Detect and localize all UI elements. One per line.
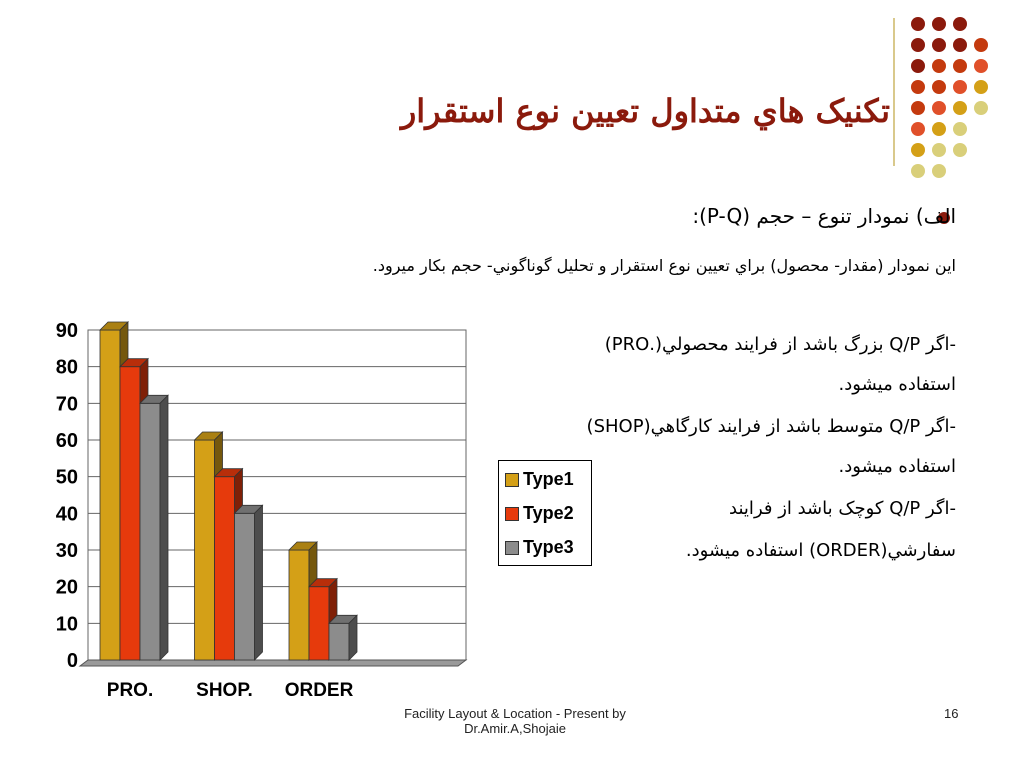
- pq-bar-chart: 0 10 20 30 40 50 60 70 80 90 PRO. SHOP. ORDER: [56, 320, 468, 700]
- bar-type3-side: [159, 394, 169, 661]
- decorative-dot: [974, 38, 988, 52]
- note-order-line2: سفارشي(ORDER) استفاده ميشود.: [685, 540, 956, 561]
- bullet-heading: الف) نمودار تنوع – حجم (P-Q):: [692, 204, 956, 228]
- y-tick-label: 10: [56, 613, 78, 635]
- bar-type1-front: [288, 549, 310, 661]
- chart-floor: [78, 659, 468, 667]
- decorative-dot: [911, 17, 925, 31]
- decorative-dot: [932, 164, 946, 178]
- decorative-dot: [953, 143, 967, 157]
- decorative-dot: [932, 17, 946, 31]
- decorative-dot: [911, 164, 925, 178]
- chart-x-ticks: PRO. SHOP. ORDER: [107, 680, 354, 700]
- note-shop-line1: -اگر Q/P متوسط باشد از فرايند كارگاهي(SH…: [586, 416, 956, 437]
- bar-type2-front: [119, 366, 141, 661]
- decorative-dot: [932, 80, 946, 94]
- decorative-dot: [911, 59, 925, 73]
- bar-type3-side: [348, 614, 358, 661]
- decorative-dot: [974, 59, 988, 73]
- decorative-dot: [953, 38, 967, 52]
- decorative-dot-grid: [911, 17, 988, 178]
- page-number: 16: [944, 706, 959, 721]
- legend-swatch-type2: [505, 507, 519, 521]
- y-tick-label: 60: [56, 430, 78, 452]
- bullet-icon: [938, 212, 950, 224]
- decorative-dot: [953, 59, 967, 73]
- x-tick-label: ORDER: [285, 680, 354, 700]
- legend-swatch-type3: [505, 541, 519, 555]
- decorative-dot: [911, 38, 925, 52]
- decorative-dot: [932, 59, 946, 73]
- decorative-dot: [953, 80, 967, 94]
- footer-credit: Facility Layout & Location - Present by …: [380, 706, 650, 736]
- bar-type3-front: [234, 512, 255, 661]
- title-divider: [893, 18, 895, 166]
- bar-type3-front: [139, 402, 161, 661]
- y-tick-label: 0: [67, 650, 78, 672]
- y-tick-label: 70: [56, 393, 78, 415]
- x-tick-label: PRO.: [107, 680, 153, 700]
- note-order-line1: -اگر Q/P كوچک باشد از فرايند: [729, 498, 956, 519]
- decorative-dot: [911, 143, 925, 157]
- x-tick-label: SHOP.: [196, 680, 253, 700]
- y-tick-label: 30: [56, 540, 78, 562]
- decorative-dot: [911, 80, 925, 94]
- bar-type1-front: [194, 439, 215, 661]
- description-text: اين نمودار (مقدار- محصول) براي تعيين نوع…: [372, 256, 956, 275]
- decorative-dot: [911, 122, 925, 136]
- note-shop-line2: استفاده ميشود.: [838, 456, 956, 477]
- footer-line2: Dr.Amir.A,Shojaie: [464, 721, 566, 736]
- bar-type2-front: [308, 586, 330, 661]
- decorative-dot: [911, 101, 925, 115]
- decorative-dot: [932, 38, 946, 52]
- chart-bars: [99, 321, 358, 661]
- y-tick-label: 80: [56, 357, 78, 379]
- chart-legend: Type1 Type2 Type3: [498, 460, 592, 566]
- decorative-dot: [974, 101, 988, 115]
- legend-swatch-type1: [505, 473, 519, 487]
- y-tick-label: 50: [56, 467, 78, 489]
- slide-title: تکنيک هاي متداول تعيين نوع استقرار: [400, 92, 890, 130]
- chart-y-ticks: 0 10 20 30 40 50 60 70 80 90: [56, 320, 78, 672]
- decorative-dot: [953, 17, 967, 31]
- bar-type2-front: [214, 476, 235, 661]
- bar-type3-front: [328, 622, 350, 661]
- note-pro-line1: -اگر Q/P بزرگ باشد از فرايند محصولي(.PRO…: [604, 334, 956, 355]
- decorative-dot: [932, 143, 946, 157]
- decorative-dot: [932, 101, 946, 115]
- note-pro-line2: استفاده ميشود.: [838, 374, 956, 395]
- decorative-dot: [932, 122, 946, 136]
- y-tick-label: 40: [56, 503, 78, 525]
- decorative-dot: [953, 101, 967, 115]
- decorative-dot: [974, 80, 988, 94]
- bar-type1-front: [99, 329, 121, 661]
- y-tick-label: 90: [56, 320, 78, 342]
- footer-line1: Facility Layout & Location - Present by: [404, 706, 626, 721]
- y-tick-label: 20: [56, 577, 78, 599]
- bar-type3-side: [254, 504, 263, 661]
- decorative-dot: [953, 122, 967, 136]
